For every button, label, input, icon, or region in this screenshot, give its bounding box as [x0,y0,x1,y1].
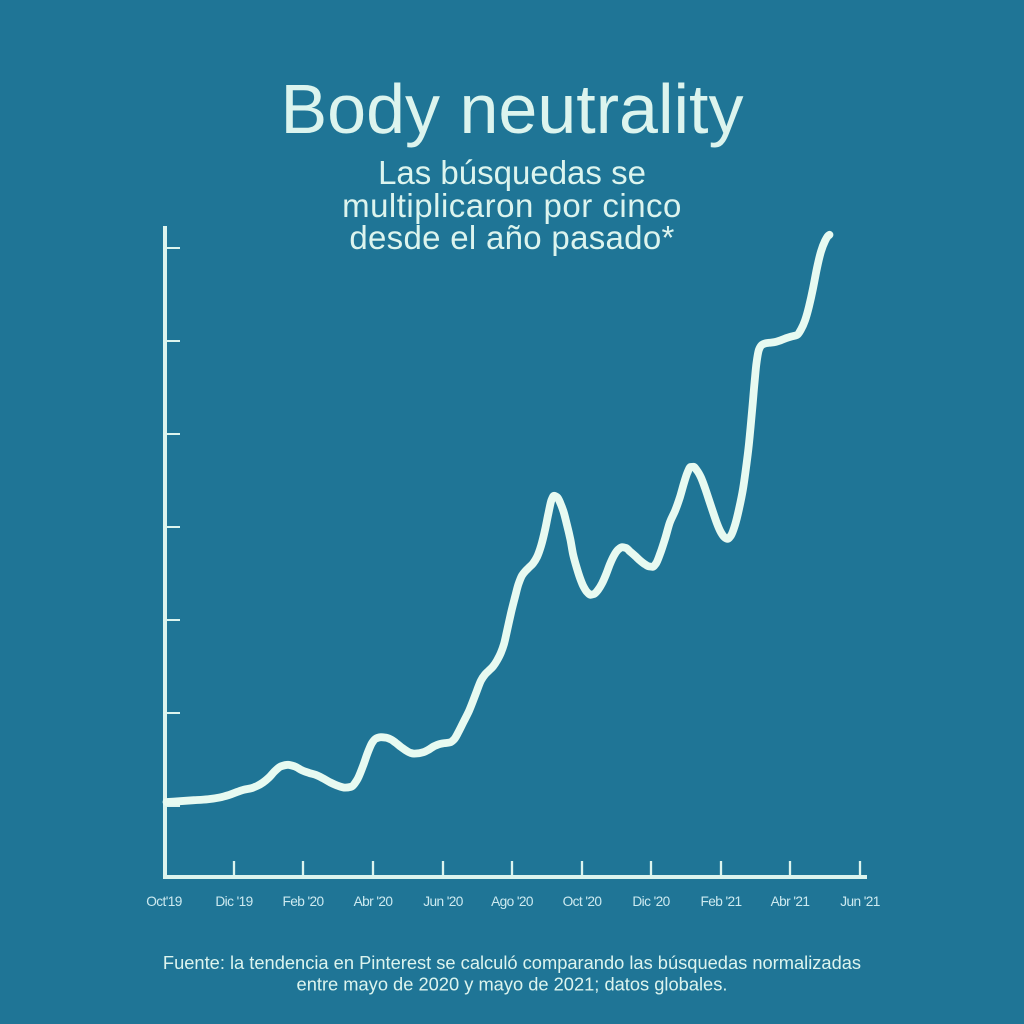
svg-text:Jun '21: Jun '21 [840,894,880,909]
svg-text:Jun '20: Jun '20 [423,894,463,909]
svg-text:Abr '21: Abr '21 [771,894,810,909]
svg-text:Body neutrality: Body neutrality [280,70,743,148]
svg-text:Oct'19: Oct'19 [146,894,182,909]
svg-text:Feb '20: Feb '20 [282,894,324,909]
svg-text:Dic '20: Dic '20 [632,894,670,909]
svg-text:Dic '19: Dic '19 [215,894,252,909]
svg-text:Fuente: la tendencia en Pinter: Fuente: la tendencia en Pinterest se cal… [163,952,861,973]
svg-text:Feb '21: Feb '21 [700,894,741,909]
svg-text:multiplicaron por cinco: multiplicaron por cinco [342,187,682,224]
svg-text:Las búsquedas se: Las búsquedas se [378,154,646,191]
svg-text:desde el año pasado*: desde el año pasado* [349,219,674,256]
svg-text:Oct '20: Oct '20 [563,894,603,909]
svg-text:entre mayo de 2020 y mayo de 2: entre mayo de 2020 y mayo de 2021; datos… [297,974,728,995]
svg-text:Abr '20: Abr '20 [354,894,394,909]
svg-text:Ago '20: Ago '20 [491,894,534,909]
